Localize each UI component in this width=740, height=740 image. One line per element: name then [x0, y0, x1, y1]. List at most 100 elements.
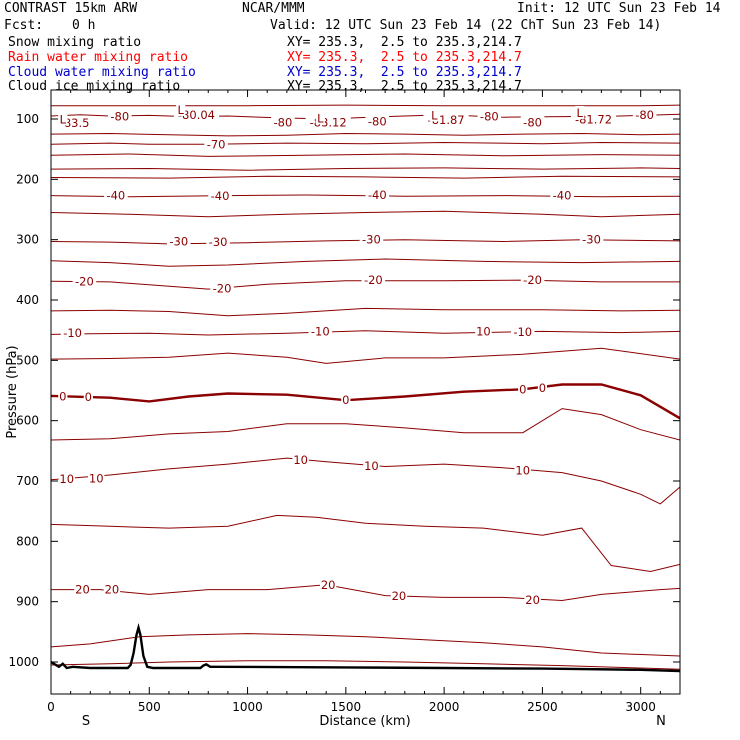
contour-line [51, 279, 680, 290]
legend-rain-xy: XY= 235.3, 2.5 to 235.3,214.7 [287, 50, 522, 65]
contour-label-bg [319, 577, 337, 591]
contour-label: -20 [213, 282, 232, 296]
contour-label-bg [58, 472, 75, 486]
contour-label-bg [176, 102, 186, 116]
contour-label: -80 [110, 110, 129, 124]
contour-label-bg [575, 105, 585, 119]
contour-line [51, 514, 680, 573]
contour-label: 10 [476, 324, 491, 338]
contour-label: -80 [274, 116, 293, 130]
contour-label: -20 [75, 274, 94, 288]
contour-label-bg [514, 463, 531, 477]
contour-label-bg [88, 471, 105, 485]
contour-label: 0 [59, 390, 66, 404]
contour-line [51, 210, 680, 218]
contour-label-bg [60, 326, 85, 340]
y-axis-label: Pressure (hPa) [5, 345, 20, 438]
contour-label-bg [74, 582, 91, 596]
contour-label-bg [518, 382, 528, 396]
contour-label: -10 [63, 326, 82, 340]
contour-label: 10 [364, 459, 379, 473]
y-tick-label: 1000 [8, 655, 39, 669]
contour-label: 0 [519, 382, 526, 396]
x-axis: 0 500 1000 1500 2000 2500 3000 [47, 90, 661, 714]
x-tick-label: 2000 [429, 700, 460, 714]
y-tick-label: 100 [16, 112, 39, 126]
contour-label: 20 [321, 578, 336, 592]
contour-label-bg [365, 114, 390, 128]
contour-label-bg [550, 188, 574, 202]
contour-label: -20 [523, 273, 542, 287]
contour-label-bg [315, 111, 325, 125]
contour-label: -40 [553, 189, 572, 203]
contour-line [51, 167, 680, 171]
contour-label-bg [72, 274, 97, 288]
contour-label-bg [475, 324, 492, 338]
contour-label-layer: -80 -80.04L-83.5L -80 -83.12L -80 -81.87L -80-… [55, 102, 657, 607]
contour-label: 0 [85, 390, 92, 404]
y-tick-label: 500 [16, 353, 39, 367]
contour-line [51, 141, 680, 145]
contour-label-bg [520, 115, 545, 129]
legend-snow-xy: XY= 235.3, 2.5 to 235.3,214.7 [287, 35, 522, 50]
contour-label-bg [510, 324, 535, 338]
contour-label: L [317, 111, 324, 125]
contour-line [51, 633, 680, 657]
contour-line [51, 660, 680, 670]
terrain-layer [50, 622, 681, 673]
contour-label: -20 [364, 273, 383, 287]
model-title: CONTRAST 15km ARW [4, 1, 138, 16]
y-tick-label: 400 [16, 293, 39, 307]
contour-label-bg [308, 324, 333, 338]
contour-label: -30 [582, 233, 601, 247]
contour-label: 0 [539, 381, 546, 395]
contour-label: -30 [209, 235, 228, 249]
contour-label: 10 [59, 472, 74, 486]
init-time: Init: 12 UTC Sun 23 Feb 14 [517, 1, 721, 16]
contour-label-bg [271, 115, 295, 129]
contour-label-bg [477, 109, 502, 123]
contour-label-bg [390, 589, 408, 603]
plot-frame [50, 89, 681, 695]
contour-line [51, 239, 680, 245]
contour-line [51, 258, 680, 267]
contour-label-bg [359, 232, 384, 246]
legend-cloudwater-label: Cloud water mixing ratio [8, 65, 196, 80]
contour-label: -40 [211, 189, 230, 203]
contour-label-bg [537, 381, 548, 395]
contour-label: 20 [525, 593, 540, 607]
contour-label-bg [524, 592, 541, 606]
contour-label: -80 [368, 114, 387, 128]
contour-label: -70 [207, 137, 226, 151]
contour-label-bg [166, 234, 191, 248]
contour-label: -80 [480, 110, 499, 124]
contour-line [51, 408, 680, 441]
contour-label-bg [365, 188, 390, 202]
contour-label: 10 [89, 472, 104, 486]
contour-label-bg [83, 390, 93, 404]
contour-label-bg [210, 281, 234, 295]
contour-label-bg [58, 112, 68, 126]
contour-line [51, 584, 680, 602]
contour-label: -10 [513, 325, 532, 339]
contour-label: 20 [392, 589, 407, 603]
contour-label: L [431, 108, 438, 122]
contour-label: -40 [106, 189, 125, 203]
contour-label-bg [579, 232, 604, 246]
y-tick-label: 800 [16, 534, 39, 548]
contour-label-bg [363, 458, 380, 472]
legend-rain-label: Rain water mixing ratio [8, 50, 189, 65]
contour-label-bg [204, 137, 228, 151]
terrain-line [50, 622, 681, 673]
contour-line [51, 175, 680, 179]
contour-label-bg [520, 273, 545, 287]
x-tick-label: 3000 [625, 700, 656, 714]
x-tick-label: 2500 [527, 700, 558, 714]
contour-label: -30 [362, 233, 381, 247]
contour-label-bg [103, 582, 121, 596]
x-axis-north-label: N [656, 714, 666, 729]
contour-label: 20 [75, 583, 90, 597]
contour-label: -10 [311, 324, 330, 338]
